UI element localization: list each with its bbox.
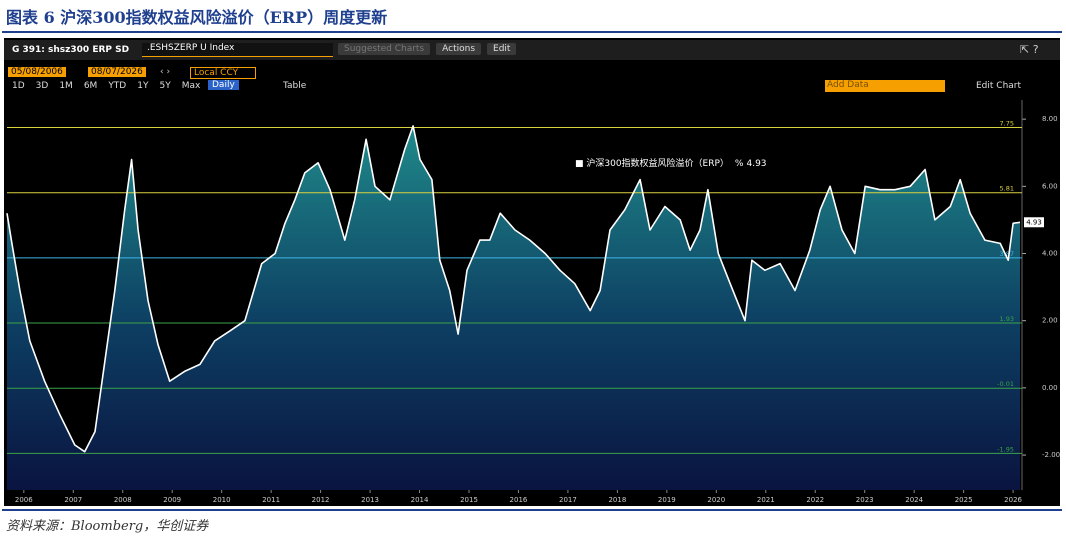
x-tick-label: 2024 xyxy=(905,496,923,504)
x-tick-label: 2016 xyxy=(510,496,528,504)
x-tick-label: 2015 xyxy=(460,496,478,504)
ticker: G 391: shsz300 ERP SD xyxy=(12,45,130,55)
series-line xyxy=(6,125,1021,453)
security-input[interactable]: .ESHSZERP U Index xyxy=(142,43,333,57)
y-tick-label: 4.00 xyxy=(1042,250,1058,258)
source: 资料来源：Bloomberg，华创证券 xyxy=(6,519,209,534)
x-tick-label: 2009 xyxy=(163,496,181,504)
end-date[interactable]: 08/07/2026 xyxy=(88,67,146,77)
period-row: 1D 3D 1M 6M YTD 1Y 5Y Max xyxy=(12,81,200,91)
legend-value: 4.93 xyxy=(746,159,766,169)
menu-button[interactable]: Edit xyxy=(487,43,517,55)
period-button[interactable]: YTD xyxy=(108,81,127,91)
reference-label: 5.81 xyxy=(1000,185,1014,193)
title: 图表 6 沪深300指数权益风险溢价（ERP）周度更新 xyxy=(6,8,388,27)
reference-label: -1.95 xyxy=(997,445,1014,453)
currency[interactable]: Local CCY xyxy=(190,67,256,79)
x-tick-label: 2020 xyxy=(707,496,725,504)
reference-label: -0.01 xyxy=(997,380,1014,388)
table-button[interactable]: Table xyxy=(283,81,307,91)
menu-button[interactable]: Suggested Charts xyxy=(338,43,431,55)
reference-label: 3.87 xyxy=(1000,250,1014,258)
x-tick-label: 2012 xyxy=(312,496,330,504)
last-value-label: 4.93 xyxy=(1026,218,1042,226)
legend-name: 沪深300指数权益风险溢价（ERP） xyxy=(586,157,729,169)
rule xyxy=(2,31,1062,33)
menu-row: Suggested Charts Actions Edit xyxy=(338,43,517,55)
x-tick-label: 2023 xyxy=(856,496,874,504)
y-tick-label: 0.00 xyxy=(1042,384,1058,392)
area-fill xyxy=(7,125,1020,491)
period-button[interactable]: 5Y xyxy=(159,81,171,91)
y-tick-label: 6.00 xyxy=(1042,182,1058,190)
y-tick-label: 8.00 xyxy=(1042,115,1058,123)
menu-button[interactable]: Actions xyxy=(436,43,482,55)
x-tick-label: 2011 xyxy=(262,496,280,504)
reference-label: 7.75 xyxy=(1000,120,1014,128)
legend: ■ 沪深300指数权益风险溢价（ERP）% 4.93 xyxy=(575,157,767,169)
period-button[interactable]: 1M xyxy=(59,81,73,91)
x-tick-label: 2010 xyxy=(213,496,231,504)
period-button[interactable]: 1D xyxy=(12,81,25,91)
x-tick-label: 2025 xyxy=(955,496,973,504)
period-button[interactable]: 1Y xyxy=(137,81,149,91)
y-tick-label: 2.00 xyxy=(1042,317,1058,325)
x-tick-label: 2007 xyxy=(64,496,82,504)
period-button[interactable]: 6M xyxy=(83,81,98,91)
add-data[interactable]: Add Data xyxy=(825,80,945,92)
legend-swatch: ■ xyxy=(575,159,586,169)
x-tick-label: 2017 xyxy=(559,496,577,504)
x-tick-label: 2026 xyxy=(1004,496,1022,504)
x-tick-label: 2013 xyxy=(361,496,379,504)
last-value-tag xyxy=(1024,217,1044,228)
x-tick-label: 2008 xyxy=(114,496,132,504)
x-tick-label: 2014 xyxy=(411,496,429,504)
icons: ⇱ ? xyxy=(1020,43,1039,56)
reference-label: 1.93 xyxy=(1000,315,1014,323)
period-button[interactable]: 3D xyxy=(35,81,49,91)
x-tick-label: 2021 xyxy=(757,496,775,504)
y-tick-label: -2.00 xyxy=(1042,451,1060,459)
edit-chart[interactable]: Edit Chart xyxy=(976,81,1022,91)
x-tick-label: 2019 xyxy=(658,496,676,504)
x-tick-label: 2022 xyxy=(806,496,824,504)
x-tick-label: 2018 xyxy=(608,496,626,504)
x-tick-label: 2006 xyxy=(15,496,33,504)
period-button[interactable]: Max xyxy=(181,81,201,91)
rule xyxy=(2,509,1062,511)
legend-unit: % xyxy=(735,159,744,169)
arrows: ‹ › xyxy=(160,67,171,77)
frequency[interactable]: Daily xyxy=(208,80,239,90)
start-date[interactable]: 05/08/2006 xyxy=(8,67,66,77)
